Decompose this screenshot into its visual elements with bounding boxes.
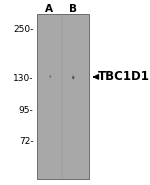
Text: A: A — [45, 4, 53, 14]
Text: 72-: 72- — [19, 137, 33, 146]
Text: 250-: 250- — [13, 25, 33, 34]
Text: 95-: 95- — [19, 106, 33, 115]
FancyBboxPatch shape — [37, 14, 89, 179]
Text: TBC1D1: TBC1D1 — [98, 70, 150, 83]
Text: B: B — [69, 4, 77, 14]
Text: 130-: 130- — [13, 74, 33, 83]
